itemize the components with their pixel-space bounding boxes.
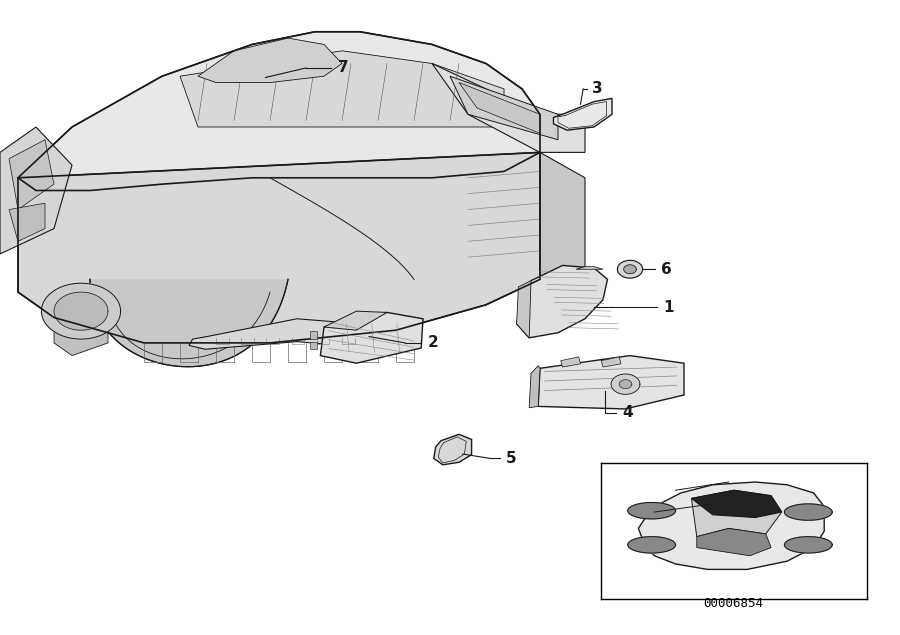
Polygon shape bbox=[517, 281, 531, 338]
Polygon shape bbox=[310, 331, 317, 339]
Polygon shape bbox=[538, 356, 684, 409]
Polygon shape bbox=[554, 98, 612, 130]
Polygon shape bbox=[540, 152, 585, 305]
Polygon shape bbox=[638, 482, 824, 570]
Polygon shape bbox=[54, 318, 108, 356]
Polygon shape bbox=[450, 76, 558, 140]
Polygon shape bbox=[619, 380, 632, 389]
Polygon shape bbox=[624, 265, 636, 274]
Polygon shape bbox=[9, 203, 45, 241]
Text: 5: 5 bbox=[506, 451, 517, 466]
Polygon shape bbox=[90, 279, 288, 366]
Polygon shape bbox=[198, 38, 342, 83]
Polygon shape bbox=[785, 537, 832, 553]
Text: 2: 2 bbox=[428, 335, 438, 351]
Polygon shape bbox=[189, 319, 374, 349]
Text: 1: 1 bbox=[663, 300, 674, 315]
Polygon shape bbox=[529, 366, 540, 408]
Polygon shape bbox=[691, 490, 782, 518]
Polygon shape bbox=[432, 64, 585, 152]
Polygon shape bbox=[601, 357, 621, 367]
Text: 4: 4 bbox=[622, 405, 633, 420]
Polygon shape bbox=[18, 152, 540, 343]
Polygon shape bbox=[697, 528, 771, 556]
Polygon shape bbox=[517, 265, 608, 338]
Text: 00006854: 00006854 bbox=[704, 597, 763, 610]
Polygon shape bbox=[18, 32, 540, 190]
Polygon shape bbox=[576, 267, 603, 269]
Polygon shape bbox=[54, 292, 108, 330]
Polygon shape bbox=[561, 357, 581, 367]
Polygon shape bbox=[9, 140, 54, 210]
Polygon shape bbox=[628, 537, 676, 553]
Polygon shape bbox=[0, 127, 72, 254]
Polygon shape bbox=[434, 434, 472, 465]
Polygon shape bbox=[324, 311, 387, 330]
Polygon shape bbox=[180, 51, 504, 127]
Text: 3: 3 bbox=[592, 81, 603, 97]
Polygon shape bbox=[785, 504, 832, 520]
Text: 6: 6 bbox=[662, 262, 672, 277]
Text: 7: 7 bbox=[338, 60, 349, 76]
Polygon shape bbox=[691, 490, 782, 537]
Polygon shape bbox=[41, 283, 121, 339]
Polygon shape bbox=[611, 374, 640, 394]
Polygon shape bbox=[628, 502, 676, 519]
Polygon shape bbox=[310, 342, 317, 349]
Polygon shape bbox=[617, 260, 643, 278]
Polygon shape bbox=[459, 83, 540, 133]
Polygon shape bbox=[320, 312, 423, 363]
